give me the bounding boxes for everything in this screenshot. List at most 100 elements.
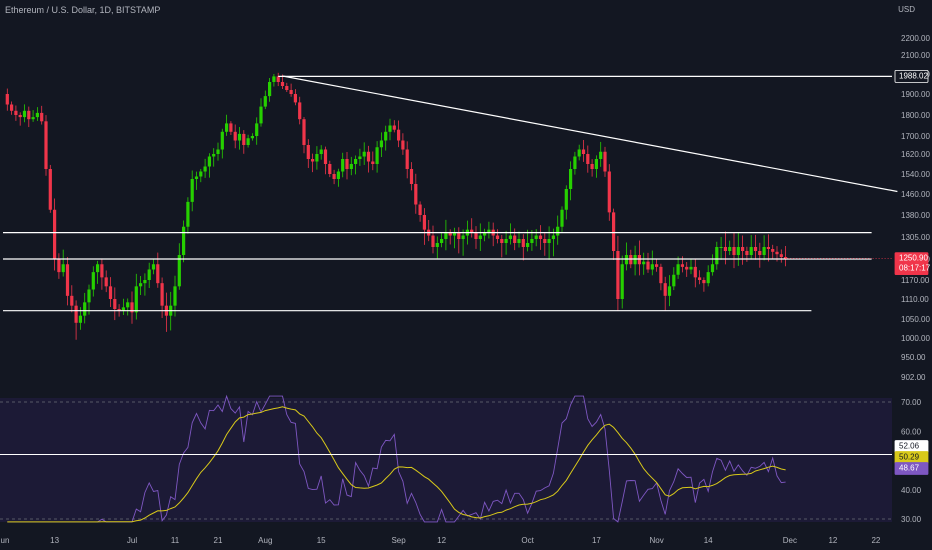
candle-body [504,239,508,243]
candle-body [182,226,186,255]
candle-body [616,251,620,299]
candle-body [663,283,667,296]
candle-body [534,235,538,239]
candle-body [341,159,345,172]
candle-body [543,239,547,243]
candle-body [5,94,9,105]
price-tick-label: 1110.00 [901,295,929,304]
level-badge-box [894,69,929,83]
rsi-badge-ref-text: 52.06 [899,441,920,450]
candle-body [53,209,57,259]
candle-body [126,302,130,308]
candle-body [753,247,758,251]
candle-body [710,264,715,273]
candle-body [474,232,478,239]
candle-body [134,286,138,313]
price-tick-label: 1900.00 [901,90,930,99]
price-badge-text: 1250.90 [899,254,928,263]
candle-body [603,151,607,172]
candle-body [556,226,560,236]
price-tick-label: 2100.00 [901,51,930,60]
candle-body [551,235,555,239]
candle-body [311,159,315,162]
candle-body [448,232,452,236]
candle-body [530,239,534,243]
candle-body [139,283,143,287]
candle-body [762,247,766,255]
candle-body [57,259,61,273]
candle-body [83,302,87,316]
price-tick-label: 1620.00 [901,150,930,159]
time-tick-label: 17 [592,536,601,545]
candle-body [642,261,646,265]
candle-body [637,255,641,265]
candle-body [199,171,203,177]
candle-body [775,251,779,255]
candle-body [74,305,78,323]
candle-body [237,133,242,141]
time-tick-label: Jul [127,536,137,545]
candle-body [156,264,160,284]
price-tick-label: 902.00 [901,373,926,382]
candle-body [225,123,229,132]
candle-body [44,121,48,169]
candle-body [216,149,220,154]
price-badge-text: 08:17:17 [899,264,931,273]
candle-body [70,295,74,306]
candle-body [573,156,577,169]
candle-body [147,269,151,280]
candle-body [397,129,401,141]
price-tick-label: 1000.00 [901,334,930,343]
price-tick-label: 1170.00 [901,276,930,285]
candle-body [659,266,663,284]
candle-body [431,235,435,247]
candle-body [612,212,616,251]
candle-body [298,102,302,120]
rsi-band-fill [0,398,892,522]
candle-body [685,266,689,270]
candle-body [418,204,422,215]
candle-body [771,249,775,252]
candle-body [280,82,285,86]
candle-body [143,280,147,284]
candle-body [18,115,22,118]
candle-body [676,264,680,275]
candle-body [332,174,336,179]
candle-body [250,136,254,139]
candle-body [452,232,457,236]
level-badge-text: 1988.02 [899,71,928,80]
candle-body [483,232,487,236]
candle-body [487,229,491,233]
candle-body [513,235,517,243]
candle-body [61,264,65,273]
candle-body [108,286,113,299]
candle-body [723,247,727,251]
time-tick-label: Aug [258,536,272,545]
rsi-tick-label: 70.00 [901,398,922,407]
candle-body [715,247,719,265]
candle-body [736,247,740,255]
candle-body [48,169,52,210]
candle-body [745,251,749,255]
candle-body [96,264,100,273]
candle-body [719,247,723,248]
candle-body [547,239,551,243]
candle-body [293,94,297,103]
candle-body [366,151,371,162]
candle-body [31,117,35,120]
candle-body [422,215,426,230]
candle-body [65,264,70,296]
price-badge-box [894,252,929,276]
candle-body [624,255,629,265]
candle-body [35,112,39,118]
candle-body [319,149,323,154]
candle-body [186,201,190,227]
candle-body [577,149,581,157]
candle-body [194,176,199,179]
candle-body [633,255,637,265]
candle-body [607,171,611,213]
candle-body [268,82,272,97]
candle-body [650,264,654,270]
time-tick-label: Dec [783,536,797,545]
